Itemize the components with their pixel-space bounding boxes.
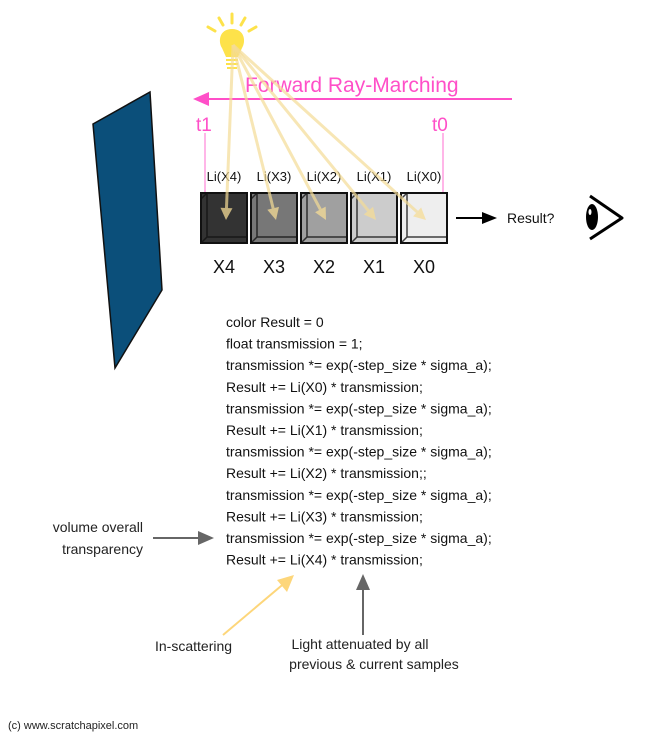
- sample-label: X3: [263, 257, 285, 277]
- code-line: transmission *= exp(-step_size * sigma_a…: [226, 400, 492, 416]
- light-ray: [231, 43, 419, 214]
- transparency-arrowhead: [198, 531, 214, 545]
- light-ray-arrowhead: [413, 207, 426, 220]
- light-ray: [231, 44, 322, 211]
- sample-cube: [200, 192, 248, 244]
- light-ray-arrowhead: [363, 206, 376, 220]
- ray-direction-arrowhead: [193, 92, 209, 106]
- li-label: Li(X4): [207, 169, 242, 184]
- sample-x3: Li(X3) X3: [250, 169, 298, 277]
- result-label: Result?: [507, 210, 555, 226]
- marker-t1: t1: [196, 115, 212, 136]
- marker-t0: t0: [432, 115, 448, 136]
- in-scattering-arrow: [222, 580, 288, 636]
- light-ray-arrowhead: [220, 207, 233, 220]
- light-ray-arrowhead: [315, 206, 326, 220]
- sample-label: X2: [313, 257, 335, 277]
- light-ray: [231, 44, 370, 212]
- sample-x4: Li(X4) X4: [200, 169, 248, 277]
- light-ray: [231, 44, 275, 209]
- copyright: (c) www.scratchapixel.com: [8, 720, 138, 732]
- code-line: Result += Li(X0) * transmission;: [226, 379, 423, 395]
- cube-edges: [250, 192, 297, 244]
- in-scattering-label: In-scattering: [155, 638, 232, 654]
- light-ray: [224, 44, 235, 209]
- sample-label: X1: [363, 257, 385, 277]
- light-ray-arrowhead: [267, 206, 279, 220]
- code-line: transmission *= exp(-step_size * sigma_a…: [226, 487, 492, 503]
- li-label: Li(X3): [257, 169, 292, 184]
- code-listing: color Result = 0 float transmission = 1; t…: [226, 314, 492, 568]
- transparency-label-line2: transparency: [62, 541, 143, 557]
- attenuation-label-line2: previous & current samples: [289, 656, 459, 672]
- volume-boundary-panel: [92, 90, 163, 371]
- code-line: transmission *= exp(-step_size * sigma_a…: [226, 530, 492, 546]
- code-line: Result += Li(X3) * transmission;: [226, 508, 423, 524]
- result-arrowhead: [482, 212, 497, 224]
- sample-x1: Li(X1)X1: [350, 169, 398, 277]
- attenuation-arrowhead: [356, 574, 370, 590]
- diagram-title: Forward Ray-Marching: [245, 74, 459, 97]
- transparency-label-line1: volume overall: [53, 519, 143, 535]
- li-label: Li(X0): [407, 169, 442, 184]
- code-line: Result += Li(X4) * transmission;: [226, 552, 423, 568]
- sample-cube: [250, 192, 298, 244]
- cube-edges: [300, 192, 347, 244]
- code-line: float transmission = 1;: [226, 336, 363, 352]
- code-line: transmission *= exp(-step_size * sigma_a…: [226, 444, 492, 460]
- attenuation-label-line1: Light attenuated by all: [292, 636, 429, 652]
- code-line: Result += Li(X1) * transmission;: [226, 422, 423, 438]
- sample-label: X0: [413, 257, 435, 277]
- in-scattering-arrowhead: [277, 575, 294, 592]
- cube-edges: [200, 192, 247, 244]
- eye-icon: [586, 194, 624, 241]
- sample-x0: Li(X0) X0: [400, 169, 448, 277]
- sample-label: X4: [213, 257, 235, 277]
- code-line: color Result = 0: [226, 314, 324, 330]
- li-label: Li(X2): [307, 169, 342, 184]
- code-line: transmission *= exp(-step_size * sigma_a…: [226, 357, 492, 373]
- code-line: Result += Li(X2) * transmission;;: [226, 465, 427, 481]
